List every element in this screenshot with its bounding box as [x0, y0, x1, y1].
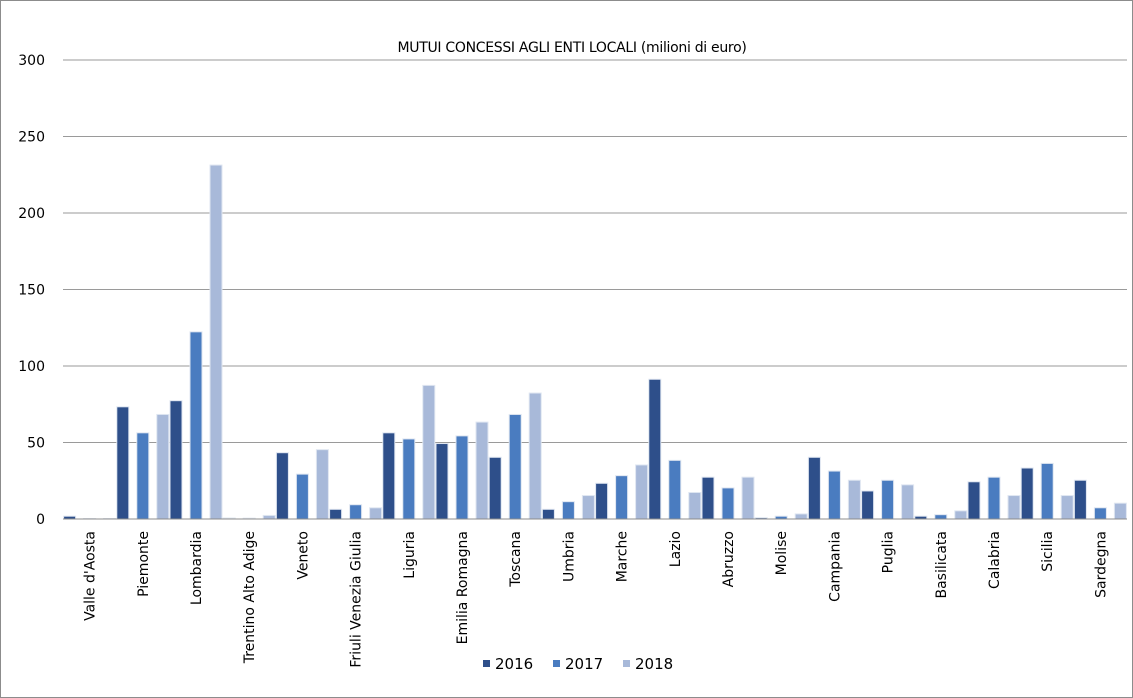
- category-label: Sicilia: [1040, 531, 1056, 572]
- category-label: Puglia: [881, 531, 897, 573]
- bar-2017-13: [775, 516, 787, 519]
- bar-2017-5: [350, 505, 362, 519]
- category-label: Lombardia: [189, 531, 205, 605]
- category-label: Abruzzo: [721, 531, 737, 587]
- legend: 2016 2017 2018: [483, 655, 673, 673]
- bar-2017-1: [137, 433, 149, 519]
- y-tick-label: 150: [18, 283, 45, 299]
- bar-edge: [754, 517, 768, 519]
- category-label: Marche: [615, 531, 631, 582]
- category-label: Veneto: [295, 531, 311, 580]
- bar-2018-2: [210, 165, 222, 519]
- bar-2016-5: [330, 509, 342, 519]
- bar-2018-3: [263, 515, 275, 519]
- bar-2016-11: [649, 379, 661, 519]
- legend-label: 2016: [495, 655, 533, 673]
- bar-2017-18: [1041, 463, 1053, 519]
- bar-2016-19: [1074, 480, 1086, 519]
- legend-swatch-2016: [483, 660, 490, 667]
- bar-2016-18: [1021, 468, 1033, 519]
- bar-2018-8: [529, 393, 541, 519]
- y-tick-label: 50: [27, 436, 45, 452]
- bar-2016-2: [170, 401, 182, 519]
- category-label: Friuli Venezia Giulia: [349, 531, 365, 668]
- category-label: Toscana: [508, 531, 524, 588]
- bar-2018-12: [742, 477, 754, 519]
- bar-2017-9: [562, 502, 574, 519]
- category-label: Liguria: [402, 531, 418, 579]
- y-axis-ticks: 0 50 100 150 200 250 300: [18, 53, 45, 528]
- bar-2018-19: [1114, 503, 1126, 519]
- bar-2016-9: [542, 509, 554, 519]
- category-label: Lazio: [668, 531, 684, 567]
- legend-label: 2018: [635, 655, 673, 673]
- bar-2016-8: [489, 457, 501, 519]
- bar-2017-7: [456, 436, 468, 519]
- bar-2016-16: [915, 516, 927, 519]
- category-label: Umbria: [561, 531, 577, 582]
- bar-2018-13: [795, 514, 807, 519]
- bar-2017-2: [190, 332, 202, 519]
- category-labels: Valle d'Aosta Piemonte Lombardia Trentino A…: [83, 531, 1110, 668]
- bar-2017-16: [935, 515, 947, 519]
- bar-2017-6: [403, 439, 415, 519]
- bar-2018-1: [157, 414, 169, 519]
- category-label: Campania: [827, 531, 843, 602]
- bar-2016-0: [64, 516, 76, 519]
- bar-2016-17: [968, 482, 980, 519]
- category-label: Trentino Alto Adige: [242, 531, 258, 664]
- bar-2017-11: [669, 460, 681, 519]
- bar-2018-4: [316, 450, 328, 519]
- category-label: Valle d'Aosta: [83, 531, 99, 621]
- bar-2018-6: [423, 385, 435, 519]
- y-tick-label: 200: [18, 206, 45, 222]
- bar-edge: [222, 517, 236, 519]
- bar-2017-19: [1094, 508, 1106, 519]
- y-tick-label: 300: [18, 53, 45, 69]
- y-tick-label: 250: [18, 130, 45, 146]
- bar-2017-12: [722, 488, 734, 519]
- category-label: Calabria: [987, 531, 1003, 589]
- legend-label: 2017: [565, 655, 603, 673]
- bar-2016-4: [276, 453, 288, 519]
- bar-2016-12: [702, 477, 714, 519]
- bar-2016-1: [117, 407, 129, 519]
- bars: [63, 164, 1127, 519]
- bar-2018-14: [848, 480, 860, 519]
- category-label: Molise: [774, 531, 790, 575]
- bar-2018-16: [955, 511, 967, 519]
- bar-2017-10: [616, 476, 628, 519]
- y-tick-label: 0: [36, 512, 45, 528]
- bar-2016-15: [862, 491, 874, 519]
- bar-2018-5: [370, 508, 382, 519]
- bar-2018-18: [1061, 496, 1073, 519]
- category-label: Piemonte: [136, 531, 152, 597]
- bar-2018-11: [689, 492, 701, 519]
- bar-2017-14: [828, 471, 840, 519]
- bar-2016-6: [383, 433, 395, 519]
- bar-2017-15: [882, 480, 894, 519]
- bar-2016-7: [436, 444, 448, 519]
- bar-2018-15: [902, 485, 914, 519]
- bar-2017-4: [296, 474, 308, 519]
- bar-2018-7: [476, 422, 488, 519]
- category-label: Emilia Romagna: [455, 531, 471, 644]
- bar-2016-10: [596, 483, 608, 519]
- category-label: Sardegna: [1093, 531, 1109, 598]
- bar-2018-9: [582, 496, 594, 519]
- bar-edge: [242, 517, 256, 519]
- bar-2018-17: [1008, 496, 1020, 519]
- legend-swatch-2017: [553, 660, 560, 667]
- bar-2017-17: [988, 477, 1000, 519]
- y-tick-label: 100: [18, 359, 45, 375]
- category-label: Basilicata: [934, 531, 950, 599]
- gridlines: [63, 59, 1127, 443]
- bar-2016-14: [808, 457, 820, 519]
- bar-2017-8: [509, 414, 521, 519]
- legend-swatch-2018: [623, 660, 630, 667]
- bar-2018-10: [636, 465, 648, 519]
- chart-title: MUTUI CONCESSI AGLI ENTI LOCALI (milioni…: [397, 40, 746, 56]
